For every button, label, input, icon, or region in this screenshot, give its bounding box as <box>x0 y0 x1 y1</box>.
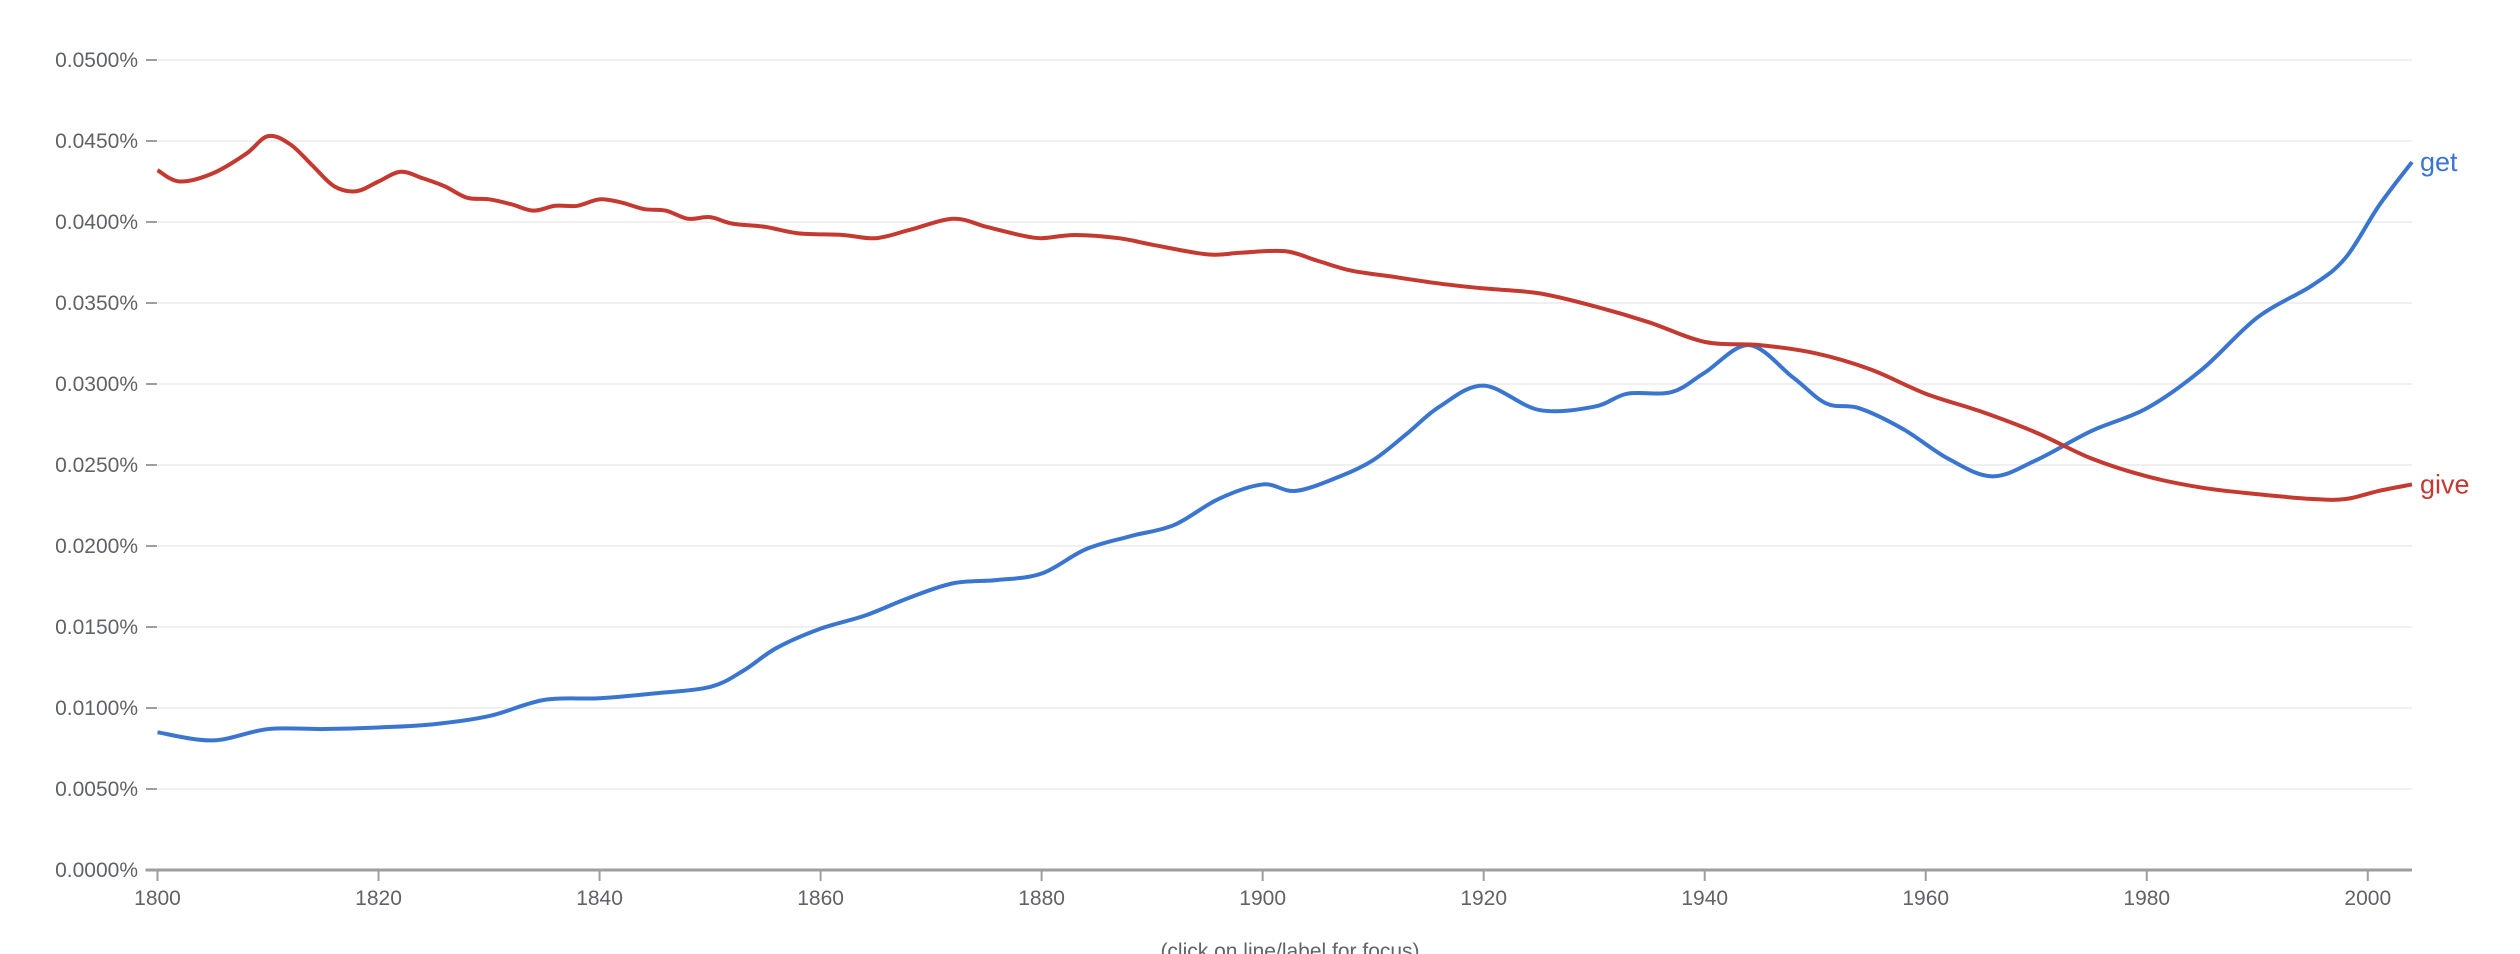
x-tick-label: 1820 <box>355 887 402 910</box>
x-tick-label: 1800 <box>134 887 181 910</box>
y-tick-label: 0.0500% <box>55 49 138 72</box>
series-label-give[interactable]: give <box>2420 469 2470 499</box>
x-tick-label: 1940 <box>1681 887 1728 910</box>
y-tick-label: 0.0200% <box>55 535 138 558</box>
y-tick-label: 0.0300% <box>55 373 138 396</box>
y-tick-label: 0.0450% <box>55 130 138 153</box>
series-lines <box>156 133 2414 743</box>
x-axis: 1800 1820 1840 1860 1880 1900 1920 1940 1960 1980… <box>134 868 2412 910</box>
gridlines <box>157 59 2412 790</box>
x-tick-label: 1860 <box>797 887 844 910</box>
x-tick-label: 2000 <box>2344 887 2391 910</box>
y-tick-label: 0.0050% <box>55 778 138 801</box>
x-tick-label: 1960 <box>1902 887 1949 910</box>
series-line-give[interactable] <box>156 133 2413 502</box>
x-tick-label: 1900 <box>1239 887 1286 910</box>
x-tick-label: 1840 <box>576 887 623 910</box>
y-tick-label: 0.0400% <box>55 211 138 234</box>
y-tick-label: 0.0150% <box>55 616 138 639</box>
series-labels: get give <box>2420 147 2470 499</box>
y-axis: 0.0000% 0.0050% 0.0100% 0.0150% 0.0200% 0.025… <box>55 49 157 882</box>
y-tick-label: 0.0350% <box>55 292 138 315</box>
x-tick-label: 1920 <box>1460 887 1507 910</box>
y-tick-label: 0.0250% <box>55 454 138 477</box>
footer-hint: (click on line/label for focus) <box>1160 940 1419 954</box>
x-tick-label: 1880 <box>1018 887 1065 910</box>
y-tick-label: 0.0000% <box>55 859 138 882</box>
series-line-get[interactable] <box>157 160 2414 743</box>
series-label-get[interactable]: get <box>2420 147 2458 177</box>
y-tick-label: 0.0100% <box>55 697 138 720</box>
x-tick-label: 1980 <box>2123 887 2170 910</box>
